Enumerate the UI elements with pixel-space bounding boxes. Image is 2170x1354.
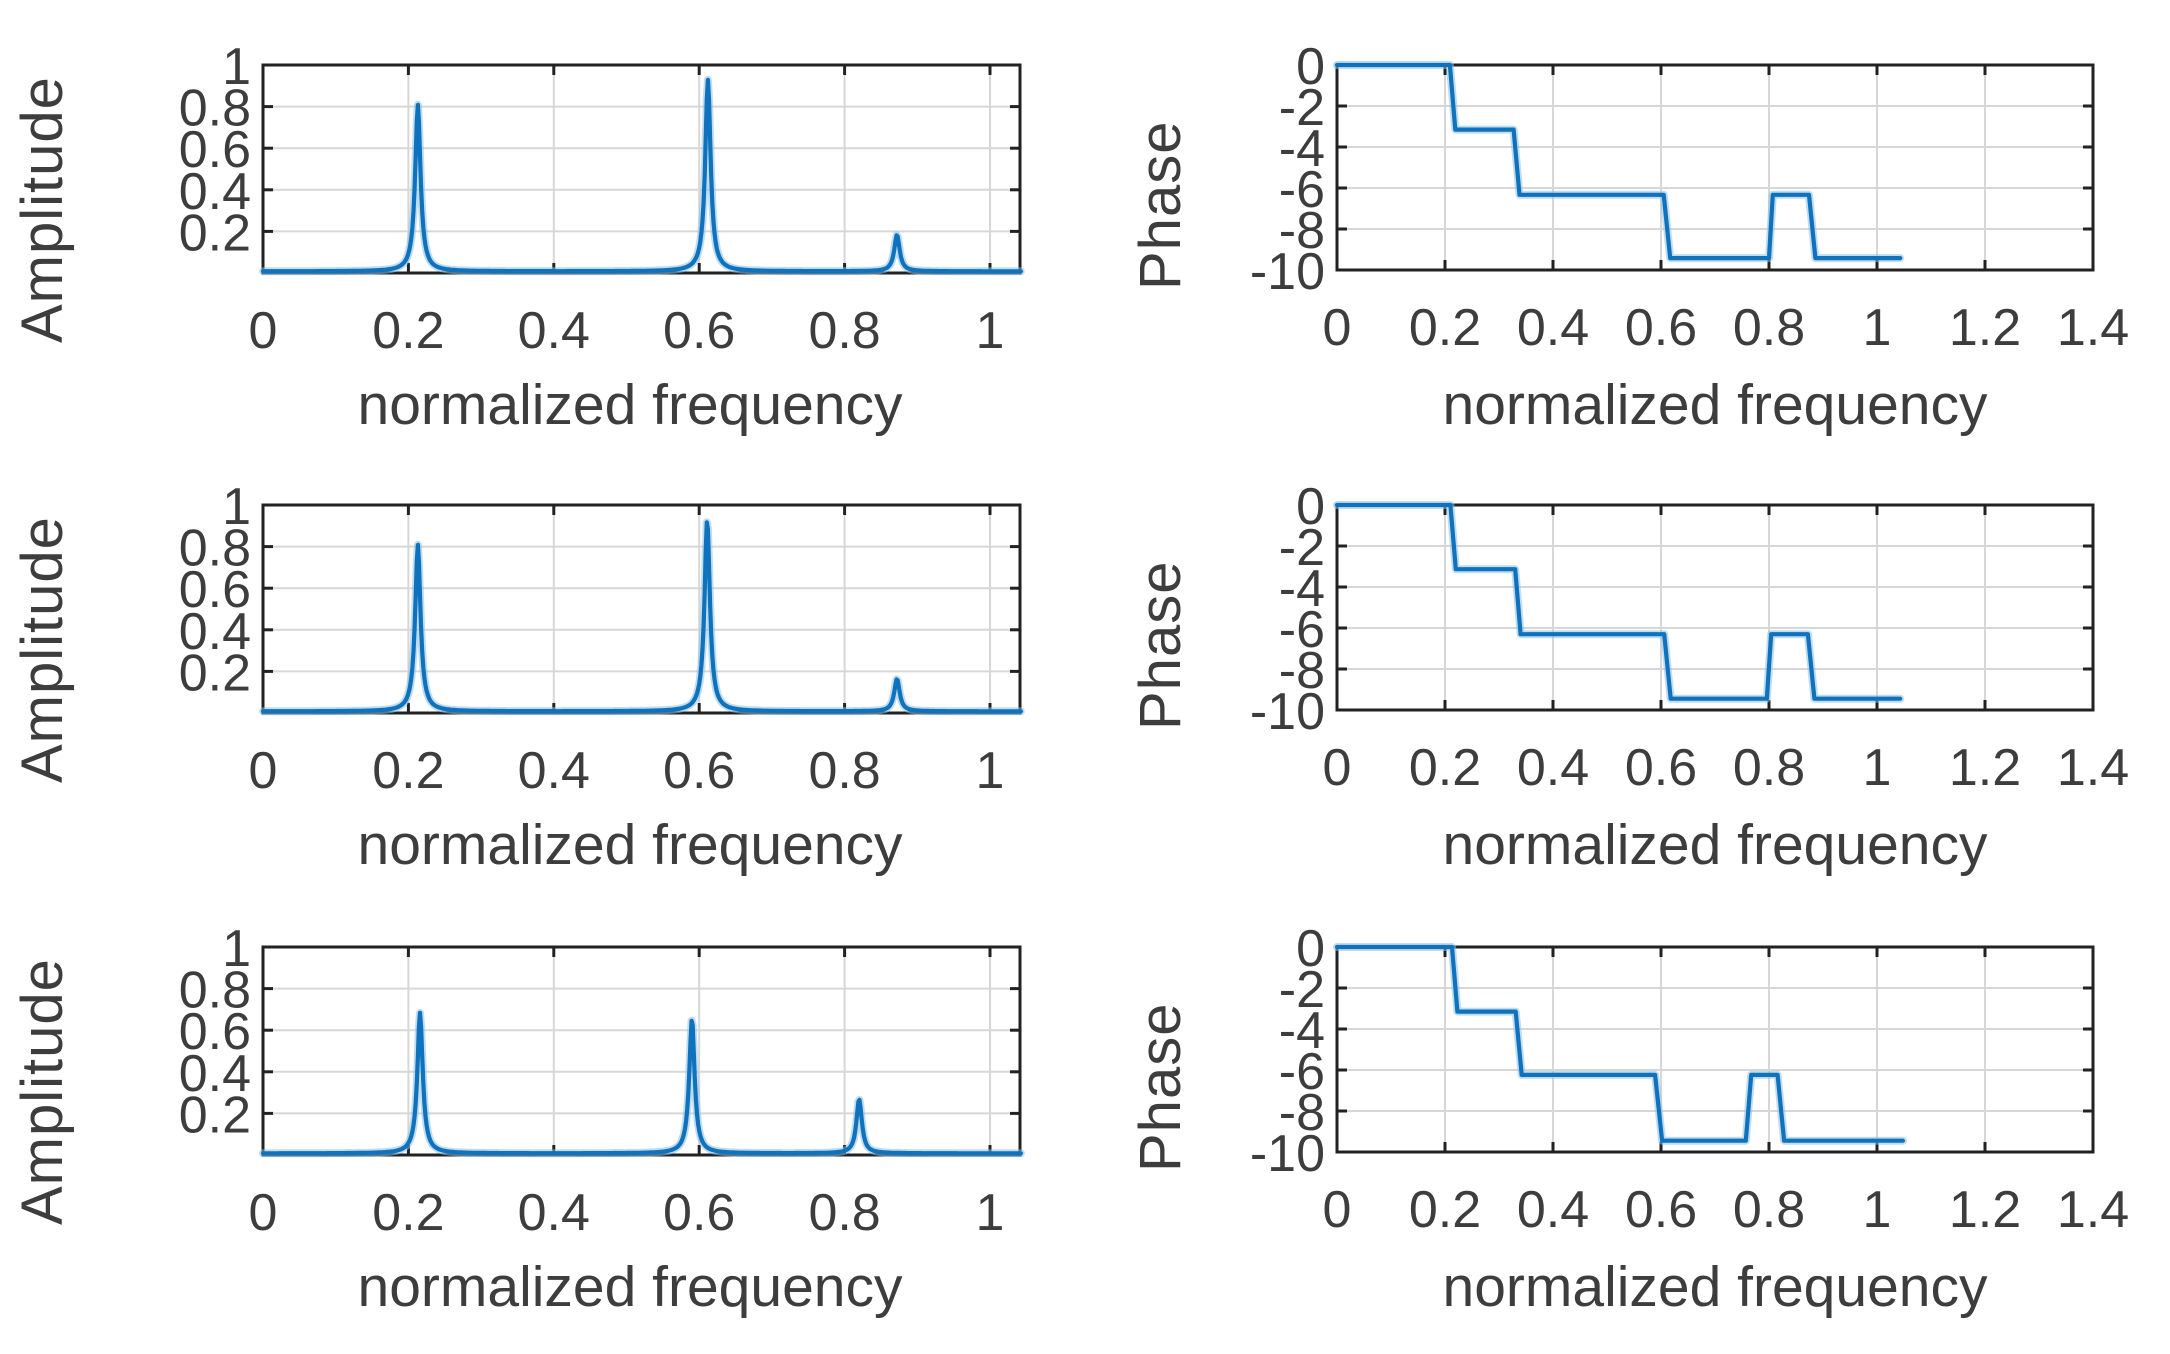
amplitude-chart-row3: Amplitude 0 0.2 0.4 0.6 0.8 1 1 0.8 0.6 0.4 0.2 no… [0, 882, 1100, 1354]
svg-text:0.6: 0.6 [1625, 739, 1697, 797]
svg-text:0.8: 0.8 [179, 520, 251, 578]
svg-text:0.4: 0.4 [518, 302, 590, 360]
svg-text:0: 0 [249, 302, 278, 360]
svg-text:0.4: 0.4 [179, 1045, 251, 1103]
svg-text:1.2: 1.2 [1949, 739, 2021, 797]
x-axis-label: normalized frequency [357, 1255, 903, 1319]
svg-text:1.4: 1.4 [2057, 1181, 2129, 1239]
svg-text:0: 0 [249, 1184, 278, 1242]
svg-text:0.2: 0.2 [179, 644, 251, 702]
plot-area: 0 0.2 0.4 0.6 0.8 1 1.2 1.40-2-4-6-8-10 [1250, 478, 2129, 797]
svg-text:-10: -10 [1250, 683, 1325, 741]
x-axis-label: normalized frequency [357, 813, 903, 877]
svg-text:0.6: 0.6 [179, 1003, 251, 1061]
svg-text:0.2: 0.2 [179, 204, 251, 262]
svg-text:0.4: 0.4 [518, 1184, 590, 1242]
svg-text:0.6: 0.6 [1625, 299, 1697, 357]
svg-text:-4: -4 [1279, 120, 1325, 178]
svg-text:0.2: 0.2 [1409, 299, 1481, 357]
svg-text:0.6: 0.6 [663, 742, 735, 800]
svg-text:-2: -2 [1279, 79, 1325, 137]
svg-text:0.2: 0.2 [1409, 739, 1481, 797]
plot-area: 0 0.2 0.4 0.6 0.8 110.80.60.40.2 [179, 920, 1025, 1242]
svg-text:0: 0 [1323, 739, 1352, 797]
svg-text:0.2: 0.2 [179, 1086, 251, 1144]
plot-area: 0 0.2 0.4 0.6 0.8 110.80.60.40.2 [179, 38, 1025, 360]
x-axis-label: normalized frequency [357, 373, 903, 437]
phase-chart-row3: Phase 0 0.2 0.4 0.6 0.8 1 1.2 1.4 0 -2 -4 -6 -8 -10 n… [1100, 882, 2170, 1354]
svg-text:-6: -6 [1279, 601, 1325, 659]
svg-text:0.8: 0.8 [179, 80, 251, 138]
svg-text:0.8: 0.8 [808, 742, 880, 800]
svg-text:-2: -2 [1279, 961, 1325, 1019]
svg-text:0.8: 0.8 [808, 302, 880, 360]
svg-text:0: 0 [1296, 920, 1325, 978]
svg-text:0: 0 [249, 742, 278, 800]
svg-text:1.4: 1.4 [2057, 739, 2129, 797]
svg-text:-4: -4 [1279, 1002, 1325, 1060]
svg-text:0.4: 0.4 [179, 163, 251, 221]
svg-text:-8: -8 [1279, 1084, 1325, 1142]
svg-text:0.8: 0.8 [1733, 739, 1805, 797]
svg-text:1: 1 [1863, 299, 1892, 357]
svg-text:1: 1 [976, 1184, 1005, 1242]
svg-text:-2: -2 [1279, 519, 1325, 577]
phase-chart-row2: Phase 0 0.2 0.4 0.6 0.8 1 1.2 1.4 0 -2 -4 -6 -8 -10 n… [1100, 440, 2170, 882]
svg-text:0.6: 0.6 [663, 1184, 735, 1242]
svg-text:0.8: 0.8 [1733, 299, 1805, 357]
x-axis-label: normalized frequency [1442, 813, 1988, 877]
svg-text:1: 1 [222, 920, 251, 978]
svg-text:1: 1 [1863, 739, 1892, 797]
svg-text:0.6: 0.6 [1625, 1181, 1697, 1239]
svg-text:-4: -4 [1279, 560, 1325, 618]
svg-text:0: 0 [1296, 478, 1325, 536]
svg-text:0.8: 0.8 [1733, 1181, 1805, 1239]
svg-text:0.2: 0.2 [372, 1184, 444, 1242]
svg-text:0.6: 0.6 [179, 561, 251, 619]
svg-text:-10: -10 [1250, 1125, 1325, 1183]
svg-text:0.4: 0.4 [1517, 1181, 1589, 1239]
svg-text:0.8: 0.8 [179, 962, 251, 1020]
svg-text:0: 0 [1323, 1181, 1352, 1239]
amplitude-chart-row2: Amplitude 0 0.2 0.4 0.6 0.8 1 1 0.8 0.6 0.4 0.2 no… [0, 440, 1100, 882]
svg-text:-6: -6 [1279, 161, 1325, 219]
x-axis-label: normalized frequency [1442, 373, 1988, 437]
svg-text:1: 1 [1863, 1181, 1892, 1239]
plot-area: 0 0.2 0.4 0.6 0.8 1 1.2 1.40-2-4-6-8-10 [1250, 38, 2129, 357]
svg-text:0.4: 0.4 [1517, 299, 1589, 357]
svg-text:0.2: 0.2 [372, 742, 444, 800]
x-axis-label: normalized frequency [1442, 1255, 1988, 1319]
svg-text:-8: -8 [1279, 202, 1325, 260]
svg-text:0.2: 0.2 [372, 302, 444, 360]
phase-chart-row1: Phase 0 0.2 0.4 0.6 0.8 1 1.2 1.4 0 -2 -4 -6 -8 -10 n… [1100, 0, 2170, 440]
amplitude-chart-row1: Amplitude 0 0.2 0.4 0.6 0.8 1 1 0.8 0.6 0.4 0.2 no… [0, 0, 1100, 440]
svg-text:1.2: 1.2 [1949, 1181, 2021, 1239]
svg-text:0.2: 0.2 [1409, 1181, 1481, 1239]
svg-text:0.8: 0.8 [808, 1184, 880, 1242]
svg-text:0.4: 0.4 [179, 603, 251, 661]
plot-area: 0 0.2 0.4 0.6 0.8 110.80.60.40.2 [179, 478, 1025, 800]
plot-area: 0 0.2 0.4 0.6 0.8 1 1.2 1.40-2-4-6-8-10 [1250, 920, 2129, 1239]
svg-text:0.4: 0.4 [518, 742, 590, 800]
svg-text:1: 1 [222, 38, 251, 96]
svg-text:0.4: 0.4 [1517, 739, 1589, 797]
svg-text:1: 1 [976, 742, 1005, 800]
svg-text:-10: -10 [1250, 243, 1325, 301]
svg-text:1: 1 [222, 478, 251, 536]
svg-text:-6: -6 [1279, 1043, 1325, 1101]
svg-text:0: 0 [1296, 38, 1325, 96]
svg-text:0.6: 0.6 [179, 121, 251, 179]
svg-text:0: 0 [1323, 299, 1352, 357]
svg-text:1.4: 1.4 [2057, 299, 2129, 357]
svg-text:-8: -8 [1279, 642, 1325, 700]
svg-text:0.6: 0.6 [663, 302, 735, 360]
svg-text:1.2: 1.2 [1949, 299, 2021, 357]
svg-text:1: 1 [976, 302, 1005, 360]
